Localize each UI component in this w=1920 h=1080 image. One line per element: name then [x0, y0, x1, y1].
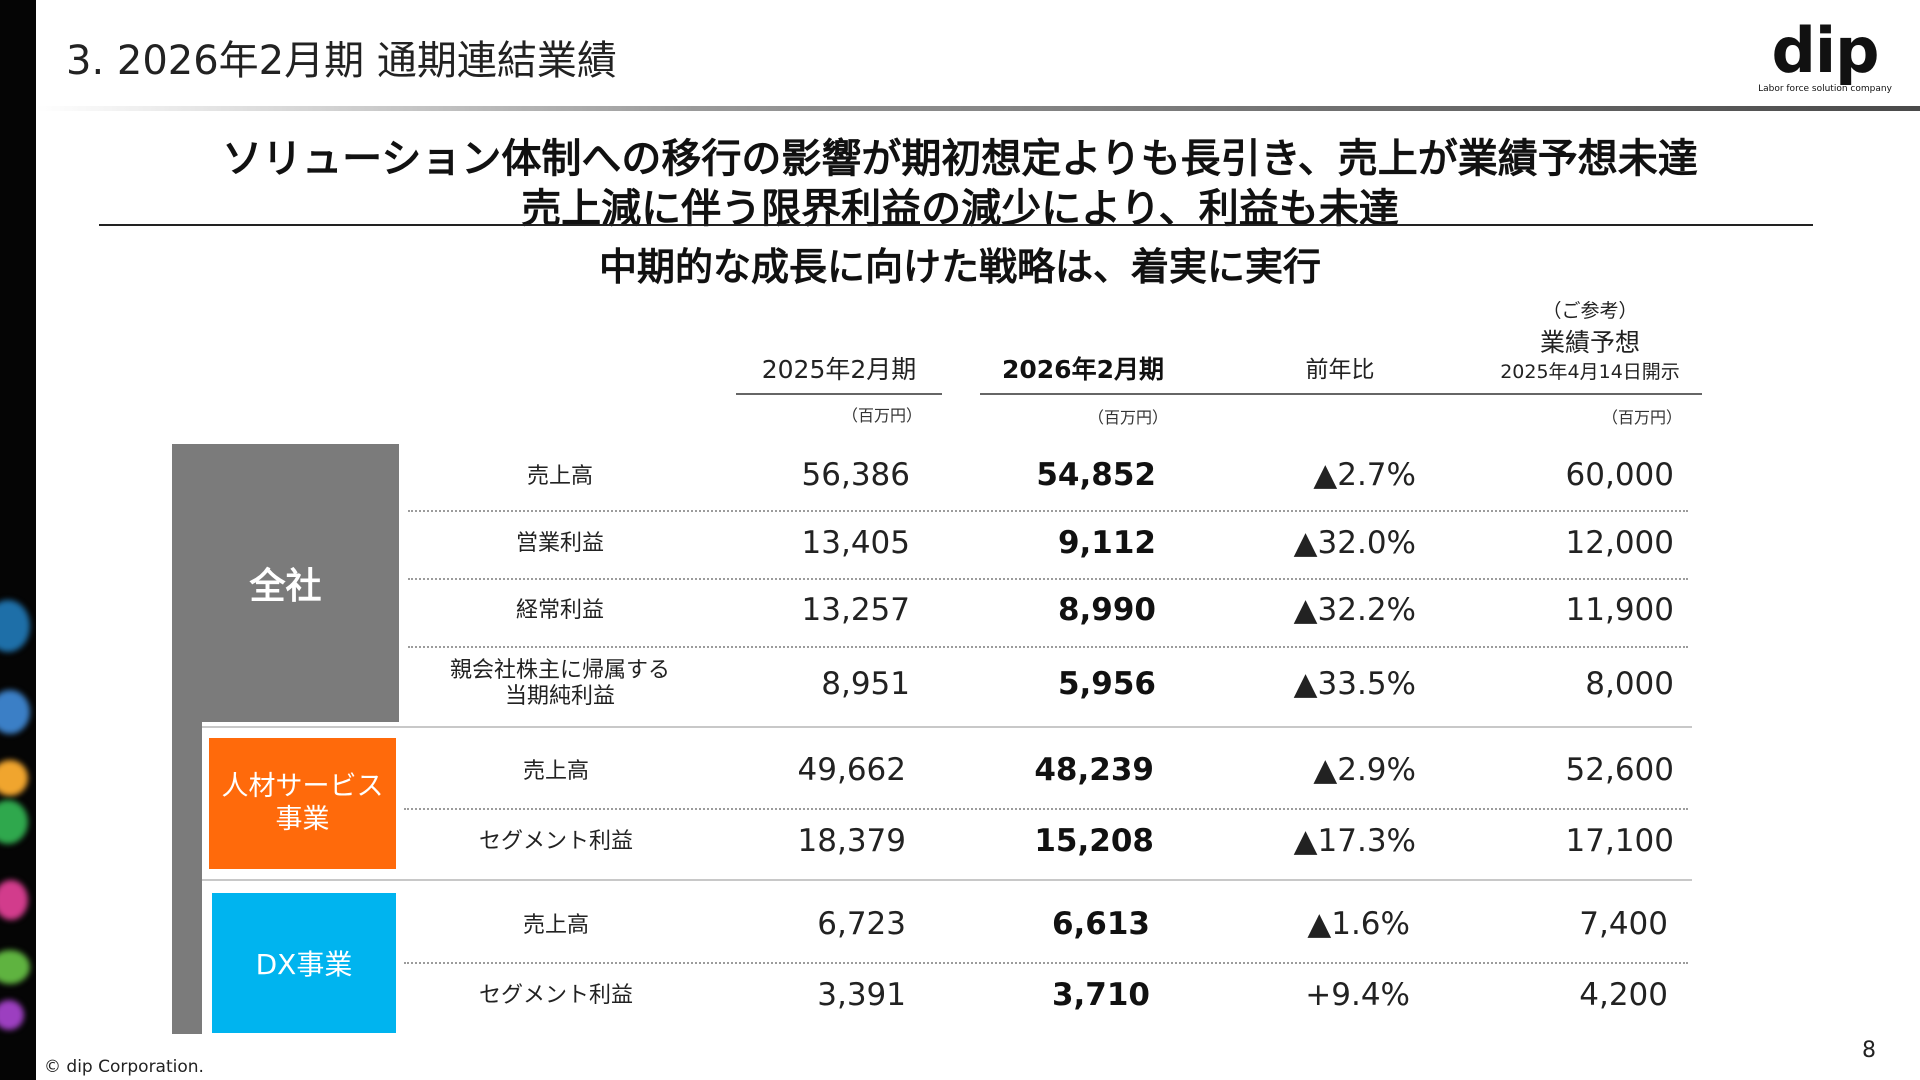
segment-hr-services-label: 人材サービス 事業: [221, 771, 384, 835]
value-yoy: +9.4%: [1305, 977, 1410, 1013]
value-forecast: 7,400: [1579, 906, 1668, 942]
value-yoy: ▲17.3%: [1293, 823, 1416, 859]
value-curr: 54,852: [1036, 457, 1156, 493]
value-prev: 56,386: [801, 457, 910, 493]
row-separator: [404, 962, 1688, 964]
segment-separator: [202, 879, 1692, 881]
row-label: 売上高: [522, 913, 589, 938]
value-prev: 13,257: [801, 592, 910, 628]
value-curr: 9,112: [1057, 525, 1156, 561]
value-curr: 8,990: [1057, 592, 1156, 628]
row-label: セグメント利益: [478, 983, 633, 1008]
value-forecast: 8,000: [1585, 666, 1674, 702]
row-label: 売上高: [526, 464, 593, 489]
unit-label-prev: （百万円）: [841, 406, 922, 425]
decorative-side-bar: [0, 0, 36, 1080]
value-curr: 5,956: [1057, 666, 1156, 702]
value-yoy: ▲2.9%: [1313, 752, 1416, 788]
value-forecast: 52,600: [1565, 752, 1674, 788]
value-yoy: ▲1.6%: [1307, 906, 1410, 942]
value-prev: 49,662: [797, 752, 906, 788]
value-prev: 6,723: [817, 906, 906, 942]
value-yoy: ▲32.0%: [1293, 525, 1416, 561]
value-forecast: 4,200: [1579, 977, 1668, 1013]
header-underline-curr: [980, 393, 1702, 395]
logo-wordmark: dip: [1771, 14, 1879, 87]
forecast-date: 2025年4月14日開示: [1500, 361, 1680, 383]
value-prev: 18,379: [797, 823, 906, 859]
segment-connector: [172, 722, 202, 1034]
segment-dx: DX事業: [212, 893, 396, 1033]
segment-company-wide: 全社: [172, 444, 399, 722]
headline-line-1: ソリューション体制への移行の影響が期初想定よりも長引き、売上が業績予想未達: [222, 136, 1698, 182]
value-curr: 6,613: [1051, 906, 1150, 942]
unit-label-curr: （百万円）: [1087, 408, 1168, 427]
column-header-prev: 2025年2月期: [761, 355, 917, 384]
page-number: 8: [1862, 1038, 1876, 1063]
segment-hr-services: 人材サービス 事業: [209, 738, 396, 869]
dip-logo: dip Labor force solution company: [1750, 20, 1900, 102]
column-header-yoy: 前年比: [1305, 357, 1375, 383]
value-prev: 3,391: [817, 977, 906, 1013]
value-curr: 48,239: [1034, 752, 1154, 788]
row-separator: [408, 510, 1688, 512]
value-prev: 13,405: [801, 525, 910, 561]
column-header-forecast: 業績予想: [1539, 328, 1640, 357]
copyright-notice: © dip Corporation.: [44, 1057, 204, 1077]
logo-tagline: Labor force solution company: [1758, 84, 1892, 94]
row-separator: [404, 808, 1688, 810]
value-prev: 8,951: [821, 666, 910, 702]
header-underline-prev: [736, 393, 942, 395]
value-yoy: ▲2.7%: [1313, 457, 1416, 493]
value-forecast: 12,000: [1565, 525, 1674, 561]
row-label: 売上高: [522, 759, 589, 784]
row-separator: [408, 578, 1688, 580]
row-label: 営業利益: [515, 531, 604, 556]
row-label: 親会社株主に帰属する 当期純利益: [449, 658, 670, 710]
row-label: セグメント利益: [478, 829, 633, 854]
headline-divider: [99, 224, 1813, 226]
value-forecast: 11,900: [1565, 592, 1674, 628]
value-curr: 15,208: [1034, 823, 1154, 859]
unit-label-forecast: （百万円）: [1601, 408, 1682, 427]
value-yoy: ▲33.5%: [1293, 666, 1416, 702]
value-forecast: 17,100: [1565, 823, 1674, 859]
value-yoy: ▲32.2%: [1293, 592, 1416, 628]
title-divider: [36, 106, 1920, 111]
slide-title: 3. 2026年2月期 通期連結業績: [66, 38, 617, 84]
headline-line-3: 中期的な成長に向けた戦略は、着実に実行: [598, 245, 1321, 289]
forecast-note: （ご参考）: [1542, 300, 1638, 322]
column-header-curr: 2026年2月期: [1002, 355, 1164, 384]
value-forecast: 60,000: [1565, 457, 1674, 493]
row-separator: [408, 646, 1688, 648]
segment-separator: [202, 726, 1692, 728]
value-curr: 3,710: [1051, 977, 1150, 1013]
row-label: 経常利益: [515, 598, 604, 623]
